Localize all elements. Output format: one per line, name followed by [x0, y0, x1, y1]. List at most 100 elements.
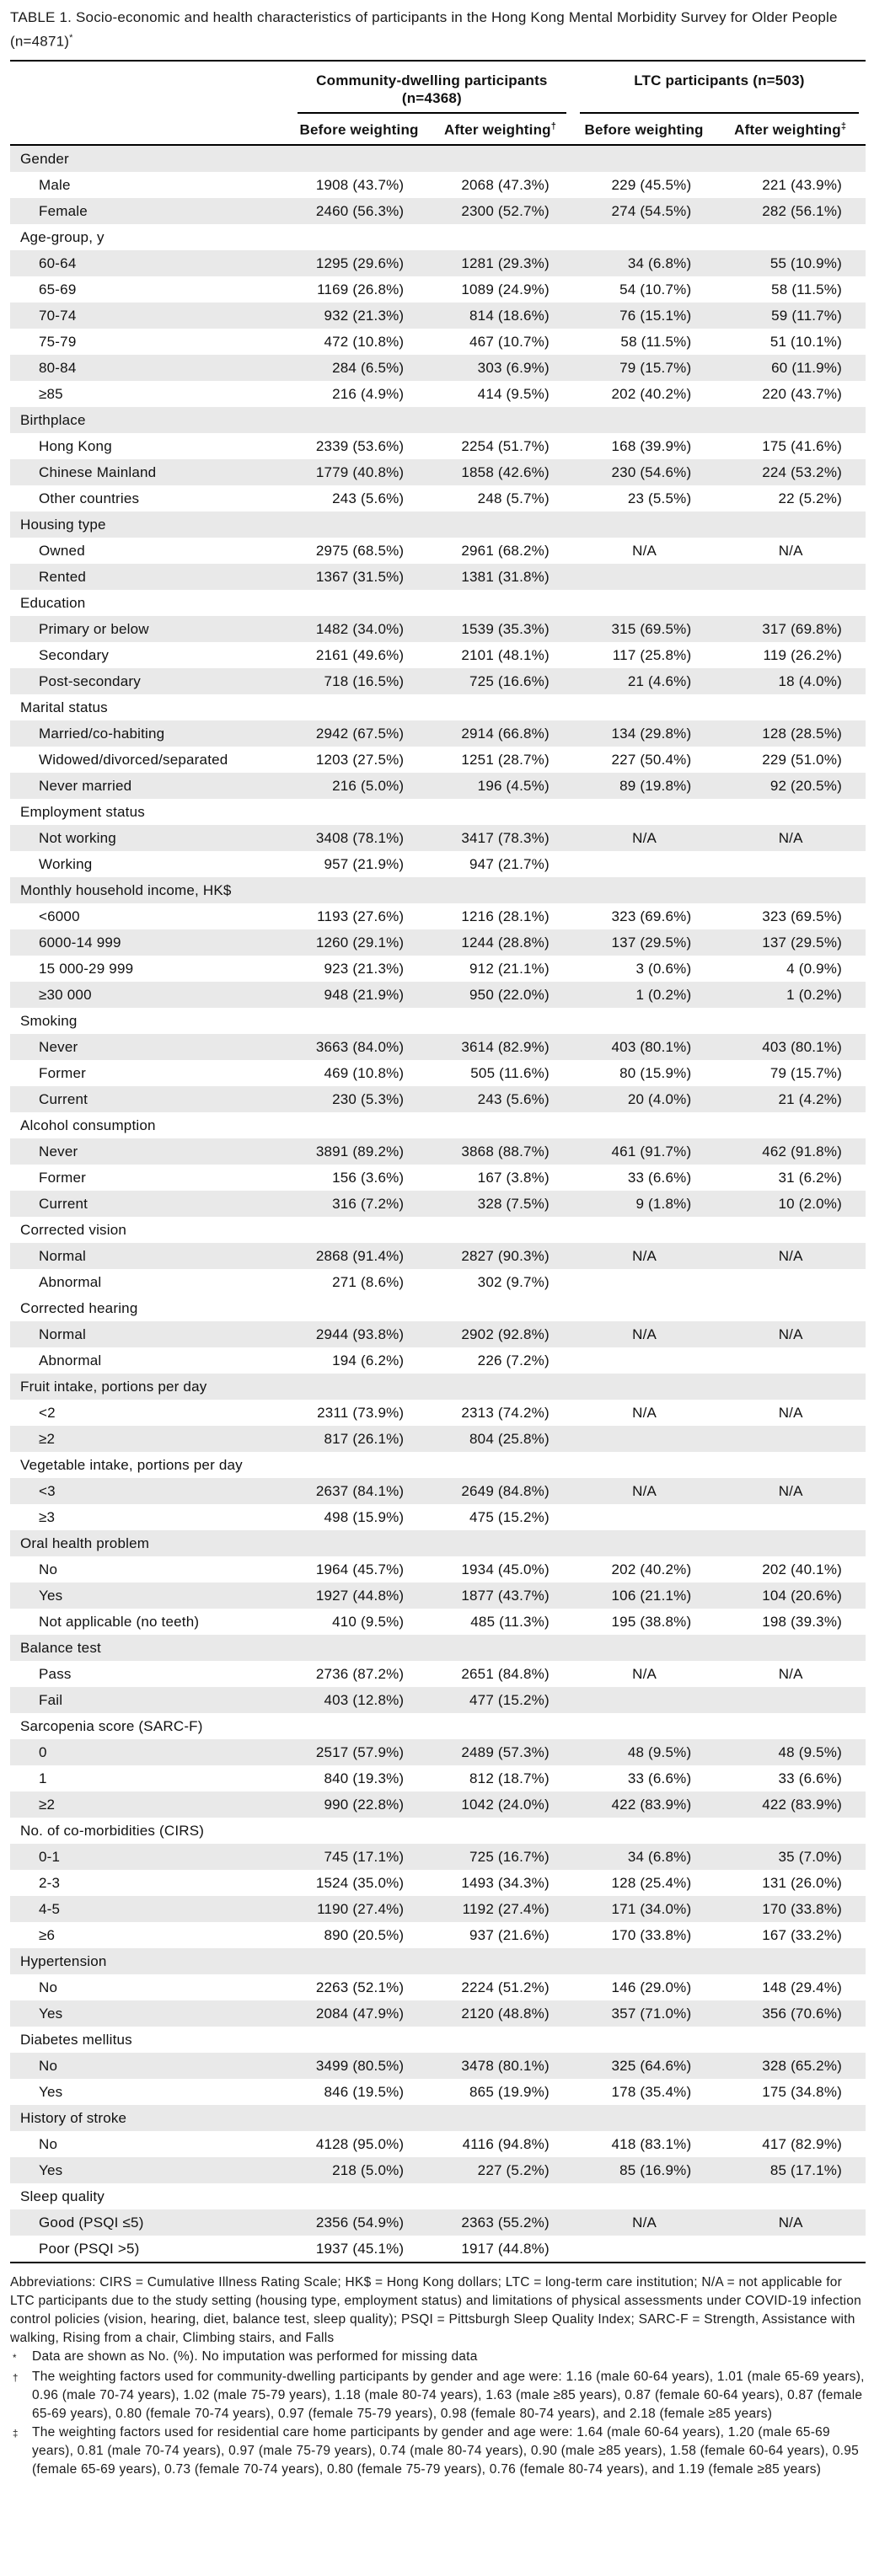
- cell-value: [715, 1269, 866, 1295]
- row-label: Age-group, y: [20, 229, 105, 246]
- cell-value: [291, 224, 427, 250]
- cell-value: [291, 694, 427, 720]
- data-row: Married/co-habiting 2942 (67.5%) 2914 (66.…: [10, 720, 866, 747]
- cell-value: 403 (80.1%): [762, 1039, 842, 1056]
- cell-value: 48 (9.5%): [627, 1744, 692, 1761]
- cell-value: [427, 1635, 573, 1661]
- cell-value: [715, 1530, 866, 1556]
- table-title-sample-size: (n=4871): [10, 33, 70, 50]
- participants-characteristics-table: Community-dwelling participants (n=4368)…: [10, 59, 866, 2264]
- cell-value: 840 (19.3%): [324, 1770, 405, 1787]
- data-row: Abnormal 271 (8.6%) 302 (9.7%): [10, 1269, 866, 1295]
- data-row: 0 2517 (57.9%) 2489 (57.3%) 48 (9.5%) 48 (9.…: [10, 1739, 866, 1766]
- cell-value: [291, 1948, 427, 1974]
- data-row: ≥2 817 (26.1%) 804 (25.8%): [10, 1426, 866, 1453]
- cell-value: 4116 (94.8%): [462, 2136, 550, 2153]
- row-label: 65-69: [39, 281, 77, 298]
- data-row: Never married 216 (5.0%) 196 (4.5%) 89 (19.…: [10, 773, 866, 800]
- row-label: Gender: [20, 151, 69, 168]
- row-label: No: [39, 1979, 58, 1996]
- cell-value: [715, 1713, 866, 1739]
- cell-value: [427, 799, 573, 825]
- cell-value: [291, 590, 427, 616]
- cell-value: 950 (22.0%): [469, 987, 550, 1004]
- cell-value: 948 (21.9%): [324, 987, 405, 1004]
- row-label: Current: [39, 1196, 88, 1213]
- cell-value: 485 (11.3%): [470, 1614, 550, 1631]
- row-label: Fruit intake, portions per day: [20, 1379, 207, 1395]
- cell-value: 216 (5.0%): [332, 778, 405, 795]
- cell-value: 1779 (40.8%): [315, 464, 405, 481]
- data-row: Normal 2944 (93.8%) 2902 (92.8%) N/A N/A: [10, 1321, 866, 1348]
- row-label: Yes: [39, 2084, 63, 2101]
- cell-value: 315 (69.5%): [611, 621, 692, 638]
- cell-value: 725 (16.7%): [469, 1849, 550, 1866]
- cell-value: [715, 1217, 866, 1243]
- empty-subheader-cell: [10, 113, 291, 147]
- cell-value: [291, 1530, 427, 1556]
- row-label: Male: [39, 177, 71, 194]
- cell-value: 846 (19.5%): [324, 2084, 405, 2101]
- row-label: 2-3: [39, 1875, 61, 1892]
- cell-value: [291, 1635, 427, 1661]
- cell-value: [715, 851, 866, 877]
- cell-value: 89 (19.8%): [619, 778, 692, 795]
- cell-value: 1281 (29.3%): [461, 255, 550, 272]
- cell-value: 3 (0.6%): [635, 961, 692, 977]
- cell-value: 243 (5.6%): [477, 1091, 550, 1108]
- cell-value: 2868 (91.4%): [315, 1248, 405, 1265]
- cell-value: [573, 1452, 715, 1478]
- cell-value: 2460 (56.3%): [315, 203, 405, 220]
- cell-value: 957 (21.9%): [324, 856, 405, 873]
- cell-value: 356 (70.6%): [762, 2006, 842, 2022]
- cell-value: [715, 1818, 866, 1844]
- data-row: Secondary 2161 (49.6%) 2101 (48.1%) 117 (25…: [10, 642, 866, 668]
- cell-value: N/A: [778, 1248, 803, 1265]
- cell-value: [573, 1347, 715, 1374]
- cell-value: [291, 1374, 427, 1400]
- cell-value: 80 (15.9%): [619, 1065, 692, 1082]
- cell-value: 2068 (47.3%): [461, 177, 550, 194]
- cell-value: 1927 (44.8%): [315, 1588, 405, 1604]
- cell-value: 134 (29.8%): [611, 726, 692, 742]
- row-label: Primary or below: [39, 621, 149, 638]
- cell-value: 812 (18.7%): [469, 1770, 550, 1787]
- cell-value: 55 (10.9%): [769, 255, 842, 272]
- cell-value: 175 (34.8%): [762, 2084, 842, 2101]
- cell-value: 1193 (27.6%): [317, 908, 405, 925]
- cell-value: 317 (69.8%): [762, 621, 842, 638]
- data-row: 70-74 932 (21.3%) 814 (18.6%) 76 (15.1%) 59 …: [10, 303, 866, 329]
- cell-value: 2363 (55.2%): [461, 2215, 550, 2231]
- category-row: Age-group, y: [10, 224, 866, 250]
- row-label: Yes: [39, 1588, 63, 1604]
- cell-value: 58 (11.5%): [771, 281, 842, 298]
- cell-value: [715, 1452, 866, 1478]
- cell-value: N/A: [632, 1405, 657, 1422]
- row-label: Diabetes mellitus: [20, 2032, 132, 2048]
- row-label: 4-5: [39, 1901, 61, 1918]
- cell-value: [715, 1687, 866, 1713]
- row-label: Yes: [39, 2006, 63, 2022]
- row-label: Marital status: [20, 699, 108, 716]
- cell-value: 814 (18.6%): [469, 308, 550, 324]
- row-label: Working: [39, 856, 93, 873]
- cell-value: 221 (43.9%): [762, 177, 842, 194]
- data-row: Good (PSQI ≤5) 2356 (54.9%) 2363 (55.2%) N/…: [10, 2209, 866, 2236]
- cell-value: 2944 (93.8%): [315, 1326, 405, 1343]
- row-label: Female: [39, 203, 88, 220]
- cell-value: 2313 (74.2%): [461, 1405, 550, 1422]
- cell-value: 104 (20.6%): [762, 1588, 842, 1604]
- category-row: Hypertension: [10, 1948, 866, 1975]
- data-row: <2 2311 (73.9%) 2313 (74.2%) N/A N/A: [10, 1400, 866, 1426]
- row-label: Hypertension: [20, 1953, 107, 1970]
- cell-value: [715, 1948, 866, 1974]
- cell-value: 2263 (52.1%): [315, 1979, 405, 1996]
- data-row: Post-secondary 718 (16.5%) 725 (16.6%) 21 (…: [10, 668, 866, 695]
- cell-value: [715, 145, 866, 172]
- cell-value: 137 (29.5%): [762, 935, 842, 951]
- cell-value: 9 (1.8%): [635, 1196, 692, 1213]
- row-label-column-header: [10, 61, 291, 114]
- footnote-asterisk: * Data are shown as No. (%). No imputati…: [10, 2348, 866, 2368]
- cell-value: [291, 1818, 427, 1844]
- category-row: Education: [10, 590, 866, 616]
